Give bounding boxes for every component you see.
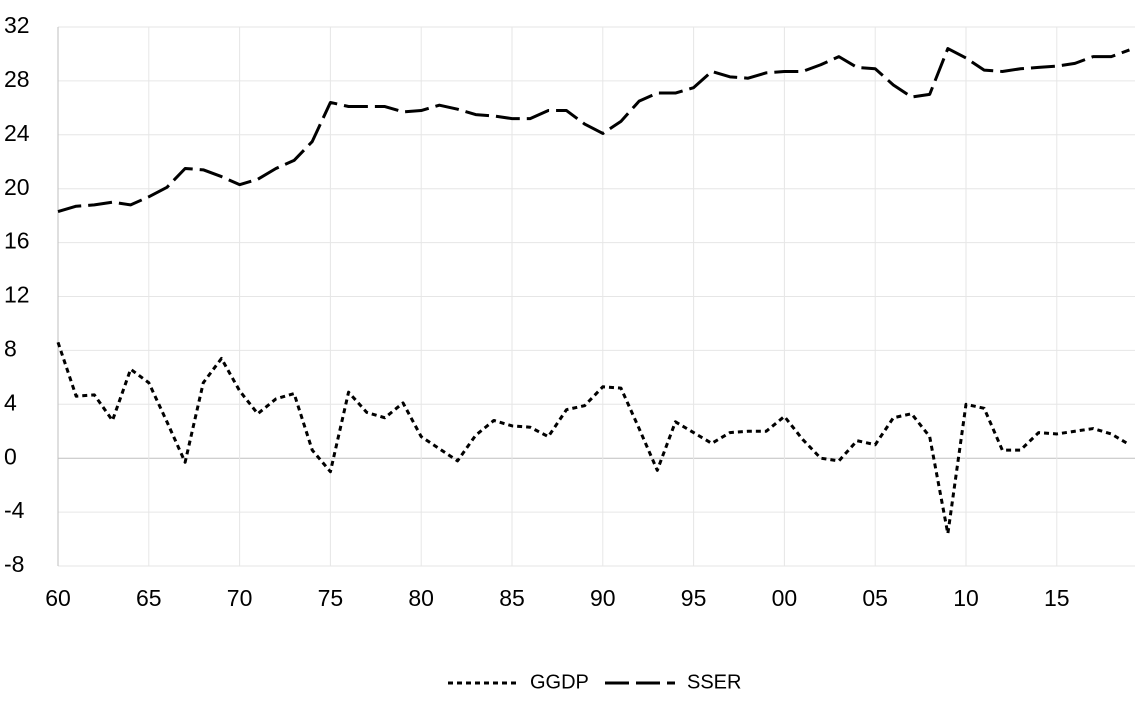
y-tick-label: -4 xyxy=(4,497,25,523)
x-tick-label: 75 xyxy=(318,585,344,611)
y-tick-label: 4 xyxy=(4,389,17,415)
x-tick-label: 10 xyxy=(953,585,979,611)
series-line xyxy=(57,47,1130,214)
y-tick-label: 32 xyxy=(4,12,30,38)
x-tick-label: 85 xyxy=(499,585,525,611)
y-tick-label: 20 xyxy=(4,174,30,200)
legend-label: SSER xyxy=(687,671,741,693)
x-tick-label: 90 xyxy=(590,585,616,611)
x-tick-label: 95 xyxy=(681,585,707,611)
y-tick-label: 0 xyxy=(4,443,17,469)
x-tick-label: 15 xyxy=(1044,585,1070,611)
x-tick-label: 65 xyxy=(136,585,162,611)
y-tick-label: -8 xyxy=(4,551,24,577)
x-tick-label: 80 xyxy=(408,585,434,611)
y-tick-label: 16 xyxy=(4,228,30,254)
x-tick-label: 70 xyxy=(227,585,253,611)
series-line xyxy=(56,341,1131,536)
y-tick-label: 8 xyxy=(4,335,17,361)
legend-label: GGDP xyxy=(530,671,589,693)
x-tick-label: 00 xyxy=(772,585,798,611)
x-tick-label: 05 xyxy=(862,585,888,611)
y-tick-label: 28 xyxy=(4,66,30,92)
y-tick-label: 24 xyxy=(4,120,30,146)
x-tick-label: 60 xyxy=(45,585,71,611)
y-tick-label: 12 xyxy=(4,282,30,308)
